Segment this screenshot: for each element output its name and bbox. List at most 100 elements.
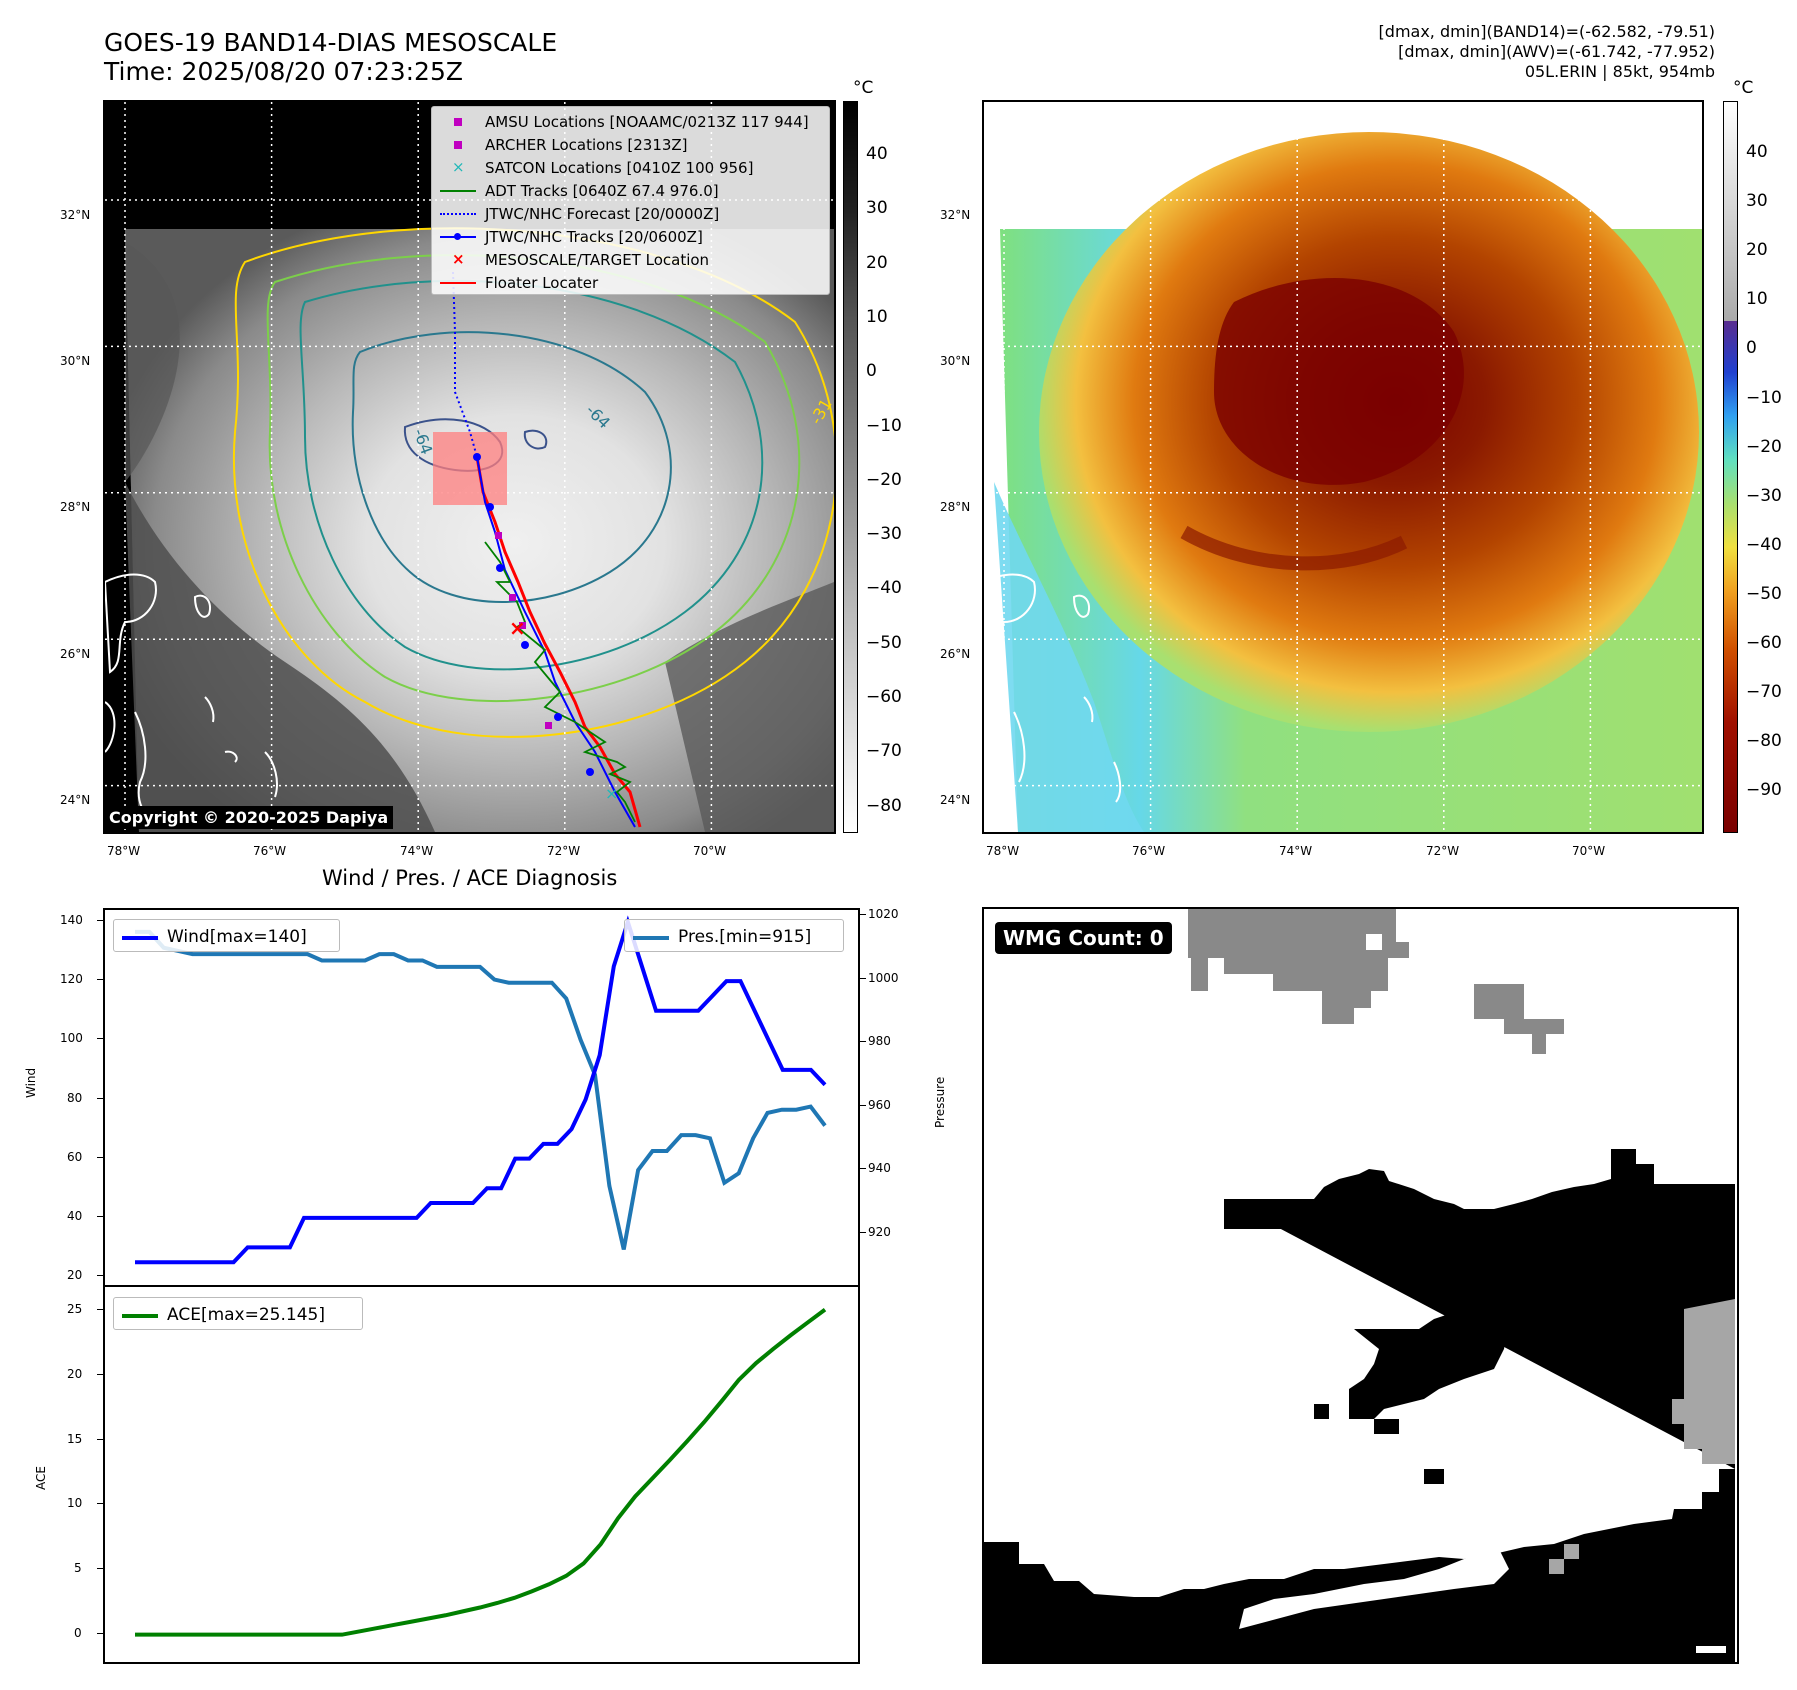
ace-tick-label: 25 [67, 1302, 83, 1317]
storm-info: 05L.ERIN | 85kt, 954mb [1524, 62, 1715, 81]
colorbar-tick-label: 20 [866, 252, 888, 273]
wind-tick-label: 20 [67, 1268, 83, 1282]
line-marker-icon [440, 184, 476, 198]
ace-tick-label: 0 [74, 1625, 82, 1640]
colorbar-tick-label: −20 [866, 469, 902, 490]
wind-pressure-svg [135, 915, 827, 1265]
tick-mark [97, 1438, 103, 1440]
ace-tick-label: 5 [74, 1561, 82, 1576]
wind-tick-label: 40 [67, 1208, 83, 1223]
ir-colorbar-gradient [843, 101, 858, 833]
tick-mark [97, 1632, 103, 1634]
wmg-svg [984, 909, 1735, 1662]
tick-mark [860, 914, 866, 915]
wind-legend: Wind[max=140] [113, 919, 340, 952]
wind-tick-label: 60 [67, 1149, 83, 1164]
pressure-tick-label: 1000 [868, 970, 899, 985]
legend-item-amsu: AMSU Locations [NOAAMC/0213Z 117 944] [440, 113, 809, 131]
wind-tick-label: 140 [60, 913, 83, 927]
legend-item-floater: Floater Locater [440, 274, 598, 292]
tick-mark [97, 1568, 103, 1570]
tick-mark [97, 920, 103, 921]
tick-mark [97, 1275, 103, 1276]
tick-mark [860, 1104, 866, 1106]
band14-range: [dmax, dmin](BAND14)=(-62.582, -79.51) [1378, 22, 1715, 41]
colorbar-tick-label: 10 [866, 306, 888, 327]
wind-series-line [135, 915, 827, 1265]
pressure-tick-label: 940 [868, 1161, 891, 1176]
pressure-tick-label: 1020 [868, 907, 899, 921]
pressure-legend: Pres.[min=915] [624, 919, 844, 952]
pressure-axis-label: Pressure [933, 1076, 947, 1128]
line-marker-icon [122, 930, 158, 944]
pressure-tick-label: 980 [868, 1034, 891, 1049]
colorbar-tick-label: −60 [866, 687, 902, 707]
wind-tick-label: 120 [60, 972, 83, 987]
ace-plot: ACE[max=25.145] [103, 1285, 860, 1664]
colorbar-tick-label: 10 [1746, 289, 1768, 310]
colorbar-tick-label: −60 [1746, 633, 1782, 653]
colorbar-tick-label: 30 [1746, 191, 1768, 212]
ace-svg [135, 1307, 827, 1637]
legend-item-adt: ADT Tracks [0640Z 67.4 976.0] [440, 182, 719, 200]
ace-tick-label: 10 [67, 1496, 83, 1511]
square-marker-icon [440, 138, 476, 152]
wind-pressure-plot: Wind[max=140] Pres.[min=915] [103, 908, 860, 1287]
pressure-tick-label: 960 [868, 1097, 891, 1112]
legend-item-satcon: × SATCON Locations [0410Z 100 956] [440, 158, 753, 177]
colorbar-tick-label: −50 [1746, 583, 1782, 604]
ace-tick-label: 20 [67, 1367, 83, 1382]
tick-mark [97, 1374, 103, 1376]
ace-legend: ACE[max=25.145] [113, 1297, 363, 1330]
wind-axis-label: Wind [24, 1067, 38, 1098]
line-dot-marker-icon [440, 230, 476, 244]
svg-text:×: × [509, 616, 526, 640]
colorbar-tick-label: 40 [866, 144, 888, 164]
colorbar-tick-label: 0 [866, 361, 877, 382]
legend-item-archer: ARCHER Locations [2313Z] [440, 136, 688, 154]
tick-mark [97, 1097, 103, 1099]
colorbar-tick-label: −40 [866, 578, 902, 599]
colorbar-tick-label: −10 [1746, 387, 1782, 408]
awv-range: [dmax, dmin](AWV)=(-61.742, -77.952) [1398, 42, 1715, 61]
colorbar-tick-label: 30 [866, 198, 888, 219]
figure-time: Time: 2025/08/20 07:23:25Z [104, 57, 463, 86]
colorbar-tick-label: 0 [1746, 338, 1757, 359]
awv-map-panel [982, 100, 1704, 834]
wmg-count-label: WMG Count: 0 [995, 922, 1172, 954]
legend-item-forecast: JTWC/NHC Forecast [20/0000Z] [440, 205, 719, 223]
tick-mark [860, 977, 866, 979]
colorbar-tick-label: 20 [1746, 240, 1768, 261]
awv-colorbar-gradient [1723, 101, 1738, 833]
square-marker-icon [440, 115, 476, 129]
x-marker-icon: × [452, 250, 465, 268]
figure-title: GOES-19 BAND14-DIAS MESOSCALE [104, 28, 558, 57]
colorbar-tick-label: −80 [1746, 731, 1782, 752]
colorbar-tick-label: −80 [866, 795, 902, 816]
tick-mark [97, 1503, 103, 1505]
legend-item-target: × MESOSCALE/TARGET Location [440, 250, 709, 269]
wind-tick-label: 80 [67, 1090, 83, 1105]
colorbar-tick-label: −70 [866, 741, 902, 762]
wind-tick-label: 100 [60, 1031, 83, 1046]
legend-item-tracks: JTWC/NHC Tracks [20/0600Z] [440, 228, 703, 246]
tick-mark [860, 1168, 866, 1170]
tick-mark [97, 979, 103, 981]
tick-mark [97, 1156, 103, 1158]
tick-mark [860, 1231, 866, 1233]
colorbar-tick-label: −30 [866, 524, 902, 545]
colorbar-tick-label: −10 [866, 415, 902, 436]
wmg-panel [982, 907, 1739, 1664]
colorbar-tick-label: 40 [1746, 142, 1768, 162]
copyright-label: Copyright © 2020-2025 Dapiya [104, 806, 394, 829]
tick-mark [97, 1309, 103, 1311]
ace-tick-label: 15 [67, 1431, 83, 1446]
tick-mark [97, 1215, 103, 1217]
line-marker-icon [440, 276, 476, 290]
diagnosis-title: Wind / Pres. / ACE Diagnosis [322, 866, 618, 890]
mesoscale-target-box [433, 432, 507, 505]
line-marker-icon [633, 930, 669, 944]
pressure-tick-label: 920 [868, 1224, 891, 1239]
tick-mark [97, 1038, 103, 1040]
x-marker-icon: × [452, 158, 465, 176]
